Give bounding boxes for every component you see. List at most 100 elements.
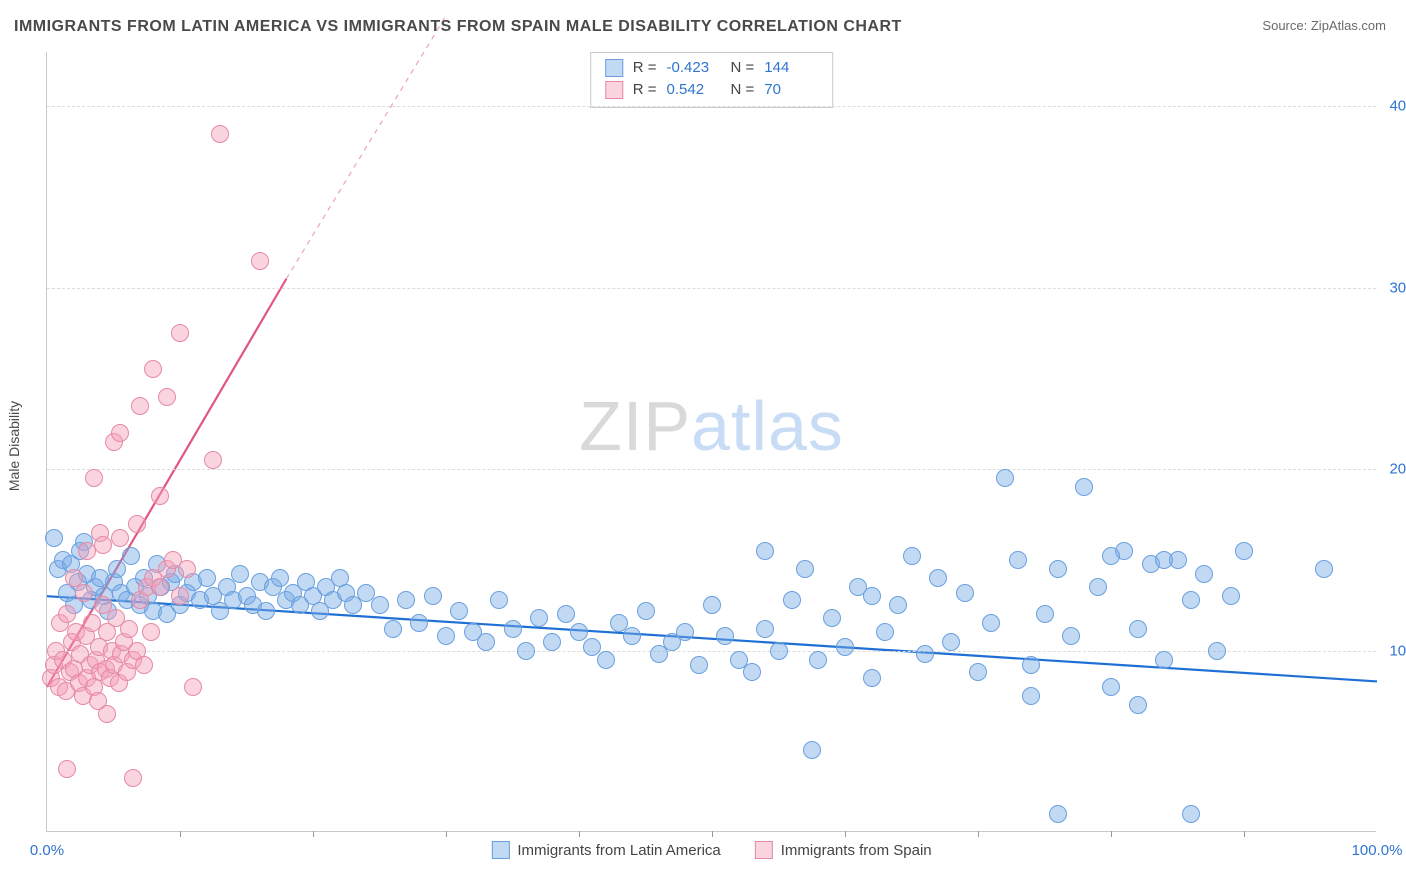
watermark-logo: ZIPatlas (579, 386, 844, 466)
scatter-point-spain (124, 769, 142, 787)
scatter-point-latin_america (982, 614, 1000, 632)
scatter-point-latin_america (437, 627, 455, 645)
scatter-point-latin_america (743, 663, 761, 681)
scatter-point-spain (120, 620, 138, 638)
y-tick-label: 10.0% (1382, 642, 1406, 659)
scatter-point-latin_america (1195, 565, 1213, 583)
scatter-point-latin_america (942, 633, 960, 651)
scatter-point-latin_america (1208, 642, 1226, 660)
x-tick (313, 831, 314, 837)
scatter-point-latin_america (803, 741, 821, 759)
series-legend: Immigrants from Latin America Immigrants … (491, 841, 931, 859)
n-label: N = (731, 57, 755, 79)
trend-lines-layer (47, 52, 1377, 832)
scatter-point-spain (204, 451, 222, 469)
scatter-point-latin_america (1102, 547, 1120, 565)
legend-item-latin_america: Immigrants from Latin America (491, 841, 720, 859)
scatter-point-latin_america (1155, 551, 1173, 569)
scatter-point-latin_america (410, 614, 428, 632)
scatter-point-latin_america (1182, 805, 1200, 823)
scatter-point-spain (151, 578, 169, 596)
scatter-point-spain (111, 529, 129, 547)
scatter-point-spain (151, 487, 169, 505)
scatter-point-latin_america (1222, 587, 1240, 605)
scatter-point-latin_america (1049, 805, 1067, 823)
scatter-point-latin_america (770, 642, 788, 660)
scatter-point-spain (111, 424, 129, 442)
x-tick (712, 831, 713, 837)
scatter-point-latin_america (530, 609, 548, 627)
r-label: R = (633, 57, 657, 79)
gridline-horizontal (47, 288, 1376, 289)
legend-item-spain: Immigrants from Spain (755, 841, 932, 859)
scatter-point-spain (142, 623, 160, 641)
r-value: 0.542 (667, 79, 721, 101)
scatter-point-spain (128, 515, 146, 533)
gridline-horizontal (47, 469, 1376, 470)
scatter-point-latin_america (45, 529, 63, 547)
scatter-point-latin_america (623, 627, 641, 645)
scatter-point-spain (184, 678, 202, 696)
scatter-point-latin_america (756, 620, 774, 638)
scatter-point-spain (251, 252, 269, 270)
y-axis-label: Male Disability (6, 401, 22, 491)
scatter-point-latin_america (1182, 591, 1200, 609)
scatter-point-latin_america (796, 560, 814, 578)
scatter-point-latin_america (231, 565, 249, 583)
stats-swatch (605, 81, 623, 99)
scatter-point-latin_america (384, 620, 402, 638)
scatter-point-latin_america (477, 633, 495, 651)
scatter-point-spain (89, 692, 107, 710)
scatter-point-latin_america (823, 609, 841, 627)
x-tick (845, 831, 846, 837)
scatter-point-spain (75, 584, 93, 602)
scatter-point-latin_america (863, 669, 881, 687)
correlation-stats-box: R =-0.423N =144R =0.542N =70 (590, 52, 834, 108)
scatter-point-spain (171, 587, 189, 605)
scatter-point-latin_america (889, 596, 907, 614)
y-tick-label: 40.0% (1382, 98, 1406, 115)
scatter-point-latin_america (1315, 560, 1333, 578)
scatter-point-latin_america (903, 547, 921, 565)
scatter-point-spain (178, 560, 196, 578)
scatter-point-spain (131, 397, 149, 415)
scatter-point-latin_america (1155, 651, 1173, 669)
scatter-point-latin_america (397, 591, 415, 609)
scatter-point-latin_america (543, 633, 561, 651)
scatter-point-latin_america (1009, 551, 1027, 569)
scatter-point-spain (94, 536, 112, 554)
legend-label: Immigrants from Latin America (517, 842, 720, 859)
legend-label: Immigrants from Spain (781, 842, 932, 859)
scatter-point-latin_america (996, 469, 1014, 487)
scatter-point-spain (144, 360, 162, 378)
r-label: R = (633, 79, 657, 101)
x-tick (1244, 831, 1245, 837)
gridline-horizontal (47, 651, 1376, 652)
legend-swatch (755, 841, 773, 859)
scatter-point-latin_america (756, 542, 774, 560)
scatter-point-latin_america (1022, 656, 1040, 674)
scatter-point-latin_america (969, 663, 987, 681)
scatter-point-latin_america (1062, 627, 1080, 645)
scatter-point-latin_america (450, 602, 468, 620)
scatter-point-latin_america (198, 569, 216, 587)
n-value: 144 (764, 57, 818, 79)
scatter-point-latin_america (597, 651, 615, 669)
scatter-point-latin_america (257, 602, 275, 620)
scatter-point-latin_america (690, 656, 708, 674)
source-name: ZipAtlas.com (1311, 18, 1386, 33)
scatter-point-latin_america (1075, 478, 1093, 496)
scatter-point-latin_america (716, 627, 734, 645)
source-attribution: Source: ZipAtlas.com (1262, 18, 1386, 33)
stats-row-latin_america: R =-0.423N =144 (605, 57, 819, 79)
scatter-point-latin_america (1036, 605, 1054, 623)
scatter-point-latin_america (916, 645, 934, 663)
x-tick (180, 831, 181, 837)
scatter-point-spain (211, 125, 229, 143)
scatter-point-spain (58, 605, 76, 623)
scatter-point-latin_america (1129, 620, 1147, 638)
trendline-extension-spain (286, 16, 446, 279)
scatter-point-latin_america (371, 596, 389, 614)
scatter-point-latin_america (557, 605, 575, 623)
scatter-point-latin_america (490, 591, 508, 609)
